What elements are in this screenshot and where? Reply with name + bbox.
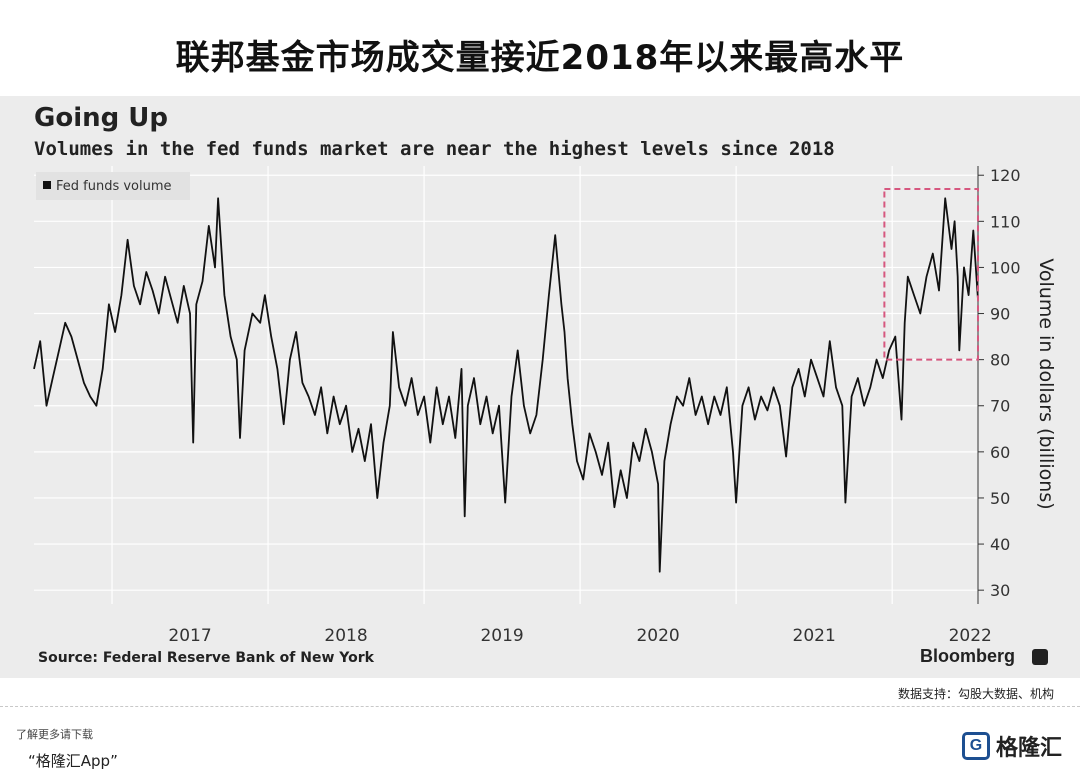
y-tick-label: 90 [990, 305, 1010, 324]
series-layer [33, 197, 979, 573]
y-tick-label: 60 [990, 443, 1010, 462]
series-line-fed-funds-volume [33, 197, 979, 573]
source-note: Source: Federal Reserve Bank of New York [38, 650, 374, 666]
footer-download-text: 了解更多请下载 [16, 728, 93, 741]
highlight-layer [883, 188, 980, 361]
chart-subtitle: Volumes in the fed funds market are near… [34, 138, 835, 160]
y-axis-label: Volume in dollars (billions) [1035, 258, 1057, 509]
x-tick-label: 2018 [324, 626, 367, 646]
data-credit: 数据支持：勾股大数据、机构 [898, 687, 1055, 701]
page-title: 联邦基金市场成交量接近2018年以来最高水平 [175, 38, 905, 78]
divider [0, 706, 1080, 707]
gelonghui-logo: G 格隆汇 [962, 730, 1062, 762]
y-tick-label: 80 [990, 351, 1010, 370]
x-tick-label: 2019 [480, 626, 523, 646]
y-tick-label: 40 [990, 535, 1010, 554]
highlight-box [883, 188, 980, 361]
footer-app-name: “格隆汇App” [28, 752, 118, 770]
bloomberg-mark-icon [1032, 649, 1048, 665]
y-axis: 30 40 50 60 70 80 90 100 110 120 [977, 166, 1021, 604]
gelonghui-g-icon: G [962, 732, 990, 760]
y-tick-label: 30 [990, 581, 1010, 600]
x-tick-label: 2017 [168, 626, 211, 646]
x-axis: 2017 2018 2019 2020 2021 2022 [168, 626, 991, 646]
x-tick-label: 2021 [793, 626, 836, 646]
y-tick-label: 70 [990, 397, 1010, 416]
chart-title: Going Up [34, 103, 169, 133]
legend-label: Fed funds volume [56, 179, 172, 194]
x-tick-label: 2022 [949, 626, 992, 646]
x-tick-label: 2020 [636, 626, 679, 646]
legend-background [36, 172, 190, 200]
y-tick-label: 100 [990, 258, 1021, 277]
bloomberg-logo: Bloomberg [920, 646, 1016, 666]
y-tick-label: 110 [990, 212, 1021, 231]
gelonghui-logo-text: 格隆汇 [996, 736, 1063, 761]
legend: Fed funds volume [36, 172, 190, 200]
y-tick-label: 120 [990, 166, 1021, 185]
y-tick-label: 50 [990, 489, 1010, 508]
legend-swatch [43, 181, 51, 189]
